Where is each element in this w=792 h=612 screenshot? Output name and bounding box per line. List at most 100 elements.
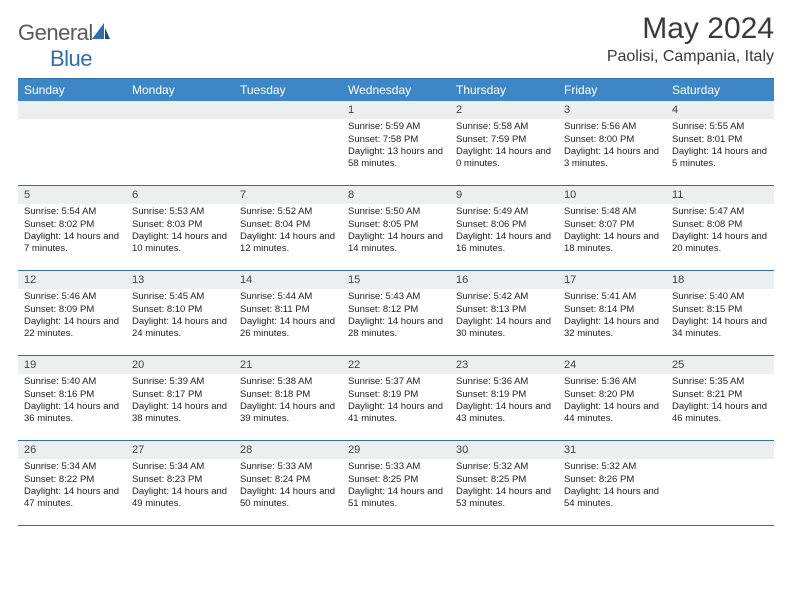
sunset-text: Sunset: 8:21 PM bbox=[672, 389, 768, 401]
location-subtitle: Paolisi, Campania, Italy bbox=[607, 48, 774, 66]
day-cell: 16Sunrise: 5:42 AMSunset: 8:13 PMDayligh… bbox=[450, 271, 558, 355]
day-number: 27 bbox=[126, 441, 234, 459]
day-number: 3 bbox=[558, 101, 666, 119]
sunset-text: Sunset: 8:11 PM bbox=[240, 304, 336, 316]
month-title: May 2024 bbox=[607, 12, 774, 46]
logo-text: General Blue bbox=[18, 20, 111, 72]
day-number: 16 bbox=[450, 271, 558, 289]
day-cell bbox=[666, 441, 774, 525]
sunrise-text: Sunrise: 5:43 AM bbox=[348, 291, 444, 303]
logo-sail-icon bbox=[91, 20, 111, 46]
daylight-text: Daylight: 14 hours and 12 minutes. bbox=[240, 231, 336, 256]
sunrise-text: Sunrise: 5:48 AM bbox=[564, 206, 660, 218]
sunset-text: Sunset: 8:09 PM bbox=[24, 304, 120, 316]
sunset-text: Sunset: 8:12 PM bbox=[348, 304, 444, 316]
day-cell-body: Sunrise: 5:48 AMSunset: 8:07 PMDaylight:… bbox=[558, 204, 666, 259]
day-number: 20 bbox=[126, 356, 234, 374]
day-cell: 30Sunrise: 5:32 AMSunset: 8:25 PMDayligh… bbox=[450, 441, 558, 525]
day-cell-body: Sunrise: 5:52 AMSunset: 8:04 PMDaylight:… bbox=[234, 204, 342, 259]
weekday-header: Thursday bbox=[450, 79, 558, 101]
day-number: 22 bbox=[342, 356, 450, 374]
day-number: 24 bbox=[558, 356, 666, 374]
daylight-text: Daylight: 14 hours and 53 minutes. bbox=[456, 486, 552, 511]
day-cell-body: Sunrise: 5:40 AMSunset: 8:16 PMDaylight:… bbox=[18, 374, 126, 429]
daylight-text: Daylight: 14 hours and 47 minutes. bbox=[24, 486, 120, 511]
week-row: 1Sunrise: 5:59 AMSunset: 7:58 PMDaylight… bbox=[18, 101, 774, 186]
day-cell: 11Sunrise: 5:47 AMSunset: 8:08 PMDayligh… bbox=[666, 186, 774, 270]
sunset-text: Sunset: 8:00 PM bbox=[564, 134, 660, 146]
daylight-text: Daylight: 14 hours and 50 minutes. bbox=[240, 486, 336, 511]
day-cell: 4Sunrise: 5:55 AMSunset: 8:01 PMDaylight… bbox=[666, 101, 774, 185]
weekday-header: Sunday bbox=[18, 79, 126, 101]
day-cell-body: Sunrise: 5:50 AMSunset: 8:05 PMDaylight:… bbox=[342, 204, 450, 259]
sunrise-text: Sunrise: 5:36 AM bbox=[564, 376, 660, 388]
sunset-text: Sunset: 8:16 PM bbox=[24, 389, 120, 401]
day-cell: 19Sunrise: 5:40 AMSunset: 8:16 PMDayligh… bbox=[18, 356, 126, 440]
day-number: 6 bbox=[126, 186, 234, 204]
day-cell-body bbox=[666, 459, 774, 519]
daylight-text: Daylight: 14 hours and 41 minutes. bbox=[348, 401, 444, 426]
day-cell bbox=[234, 101, 342, 185]
day-number: 10 bbox=[558, 186, 666, 204]
day-cell-body: Sunrise: 5:35 AMSunset: 8:21 PMDaylight:… bbox=[666, 374, 774, 429]
sunset-text: Sunset: 8:13 PM bbox=[456, 304, 552, 316]
sunrise-text: Sunrise: 5:34 AM bbox=[132, 461, 228, 473]
sunrise-text: Sunrise: 5:54 AM bbox=[24, 206, 120, 218]
sunrise-text: Sunrise: 5:47 AM bbox=[672, 206, 768, 218]
sunrise-text: Sunrise: 5:33 AM bbox=[240, 461, 336, 473]
day-number: 18 bbox=[666, 271, 774, 289]
sunset-text: Sunset: 8:17 PM bbox=[132, 389, 228, 401]
weeks-container: 1Sunrise: 5:59 AMSunset: 7:58 PMDaylight… bbox=[18, 101, 774, 526]
day-number: 23 bbox=[450, 356, 558, 374]
day-cell: 17Sunrise: 5:41 AMSunset: 8:14 PMDayligh… bbox=[558, 271, 666, 355]
logo: General Blue bbox=[18, 12, 111, 72]
day-cell-body: Sunrise: 5:34 AMSunset: 8:23 PMDaylight:… bbox=[126, 459, 234, 514]
daylight-text: Daylight: 14 hours and 36 minutes. bbox=[24, 401, 120, 426]
day-number: 19 bbox=[18, 356, 126, 374]
daylight-text: Daylight: 14 hours and 14 minutes. bbox=[348, 231, 444, 256]
daylight-text: Daylight: 14 hours and 16 minutes. bbox=[456, 231, 552, 256]
day-number: 29 bbox=[342, 441, 450, 459]
day-cell-body: Sunrise: 5:36 AMSunset: 8:19 PMDaylight:… bbox=[450, 374, 558, 429]
day-cell-body: Sunrise: 5:37 AMSunset: 8:19 PMDaylight:… bbox=[342, 374, 450, 429]
daylight-text: Daylight: 14 hours and 44 minutes. bbox=[564, 401, 660, 426]
daylight-text: Daylight: 14 hours and 30 minutes. bbox=[456, 316, 552, 341]
daylight-text: Daylight: 14 hours and 39 minutes. bbox=[240, 401, 336, 426]
day-cell-body: Sunrise: 5:34 AMSunset: 8:22 PMDaylight:… bbox=[18, 459, 126, 514]
day-cell: 23Sunrise: 5:36 AMSunset: 8:19 PMDayligh… bbox=[450, 356, 558, 440]
day-cell-body: Sunrise: 5:54 AMSunset: 8:02 PMDaylight:… bbox=[18, 204, 126, 259]
weekday-header: Saturday bbox=[666, 79, 774, 101]
sunrise-text: Sunrise: 5:52 AM bbox=[240, 206, 336, 218]
day-cell: 15Sunrise: 5:43 AMSunset: 8:12 PMDayligh… bbox=[342, 271, 450, 355]
sunset-text: Sunset: 8:06 PM bbox=[456, 219, 552, 231]
sunset-text: Sunset: 8:26 PM bbox=[564, 474, 660, 486]
day-cell-body: Sunrise: 5:49 AMSunset: 8:06 PMDaylight:… bbox=[450, 204, 558, 259]
day-cell-body: Sunrise: 5:47 AMSunset: 8:08 PMDaylight:… bbox=[666, 204, 774, 259]
daylight-text: Daylight: 14 hours and 54 minutes. bbox=[564, 486, 660, 511]
day-number: 7 bbox=[234, 186, 342, 204]
sunrise-text: Sunrise: 5:40 AM bbox=[672, 291, 768, 303]
day-cell: 7Sunrise: 5:52 AMSunset: 8:04 PMDaylight… bbox=[234, 186, 342, 270]
day-cell: 29Sunrise: 5:33 AMSunset: 8:25 PMDayligh… bbox=[342, 441, 450, 525]
day-number: 30 bbox=[450, 441, 558, 459]
sunrise-text: Sunrise: 5:41 AM bbox=[564, 291, 660, 303]
day-number: 8 bbox=[342, 186, 450, 204]
day-cell: 31Sunrise: 5:32 AMSunset: 8:26 PMDayligh… bbox=[558, 441, 666, 525]
day-cell: 21Sunrise: 5:38 AMSunset: 8:18 PMDayligh… bbox=[234, 356, 342, 440]
sunrise-text: Sunrise: 5:40 AM bbox=[24, 376, 120, 388]
sunset-text: Sunset: 8:15 PM bbox=[672, 304, 768, 316]
day-cell-body: Sunrise: 5:55 AMSunset: 8:01 PMDaylight:… bbox=[666, 119, 774, 174]
day-cell-body bbox=[18, 119, 126, 179]
week-row: 5Sunrise: 5:54 AMSunset: 8:02 PMDaylight… bbox=[18, 186, 774, 271]
day-cell: 22Sunrise: 5:37 AMSunset: 8:19 PMDayligh… bbox=[342, 356, 450, 440]
day-number: 21 bbox=[234, 356, 342, 374]
day-number: 12 bbox=[18, 271, 126, 289]
sunrise-text: Sunrise: 5:49 AM bbox=[456, 206, 552, 218]
day-number: 25 bbox=[666, 356, 774, 374]
day-cell: 25Sunrise: 5:35 AMSunset: 8:21 PMDayligh… bbox=[666, 356, 774, 440]
weekday-header: Friday bbox=[558, 79, 666, 101]
title-block: May 2024 Paolisi, Campania, Italy bbox=[607, 12, 774, 66]
daylight-text: Daylight: 14 hours and 22 minutes. bbox=[24, 316, 120, 341]
sunset-text: Sunset: 7:58 PM bbox=[348, 134, 444, 146]
daylight-text: Daylight: 14 hours and 51 minutes. bbox=[348, 486, 444, 511]
